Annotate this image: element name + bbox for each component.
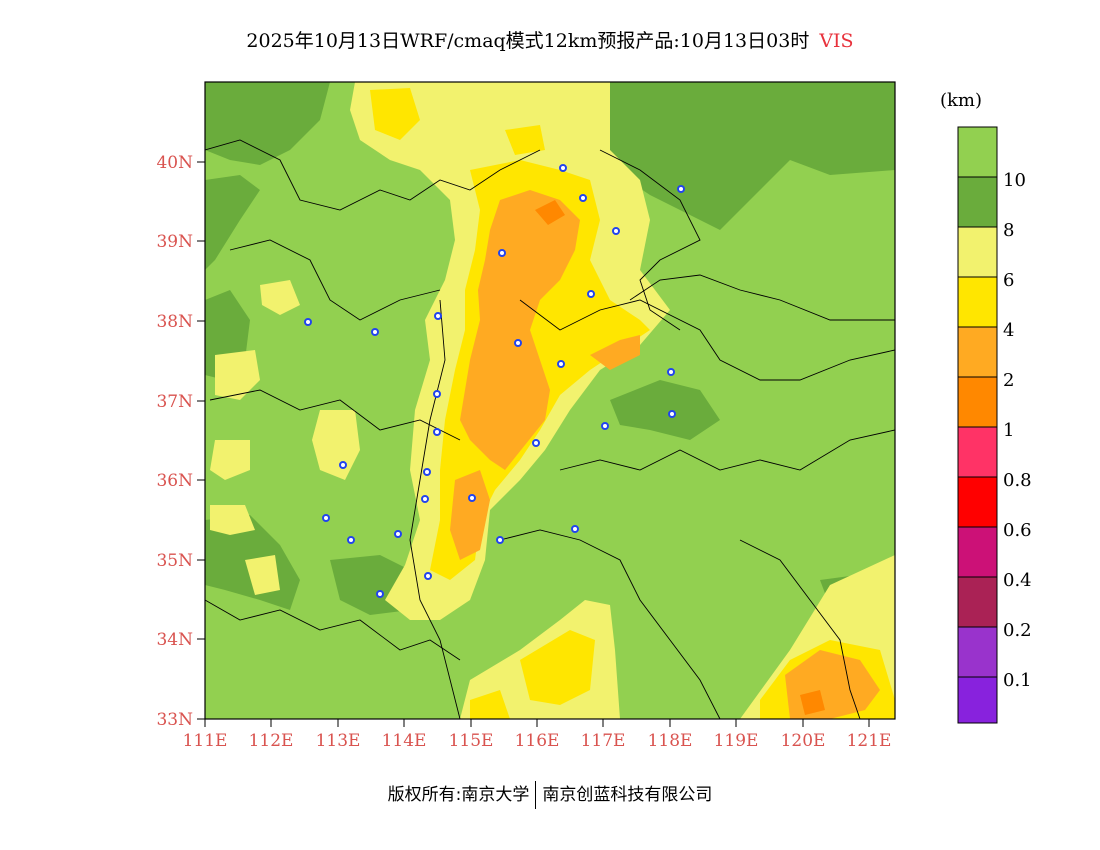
lon-label: 118E <box>648 731 693 751</box>
lon-label: 111E <box>183 731 228 751</box>
colorbar-swatch <box>957 326 998 378</box>
lon-label: 113E <box>316 731 361 751</box>
lat-label: 39N <box>156 232 193 252</box>
lon-label: 114E <box>382 731 427 751</box>
colorbar-swatch <box>957 626 998 678</box>
city-markers <box>304 164 685 598</box>
lon-label: 119E <box>714 731 759 751</box>
lon-label: 120E <box>781 731 826 751</box>
lat-label: 33N <box>156 710 193 730</box>
colorbar-swatch <box>957 426 998 478</box>
lat-label: 38N <box>156 312 193 332</box>
map-field <box>205 82 895 719</box>
colorbar-label: 0.4 <box>1003 570 1032 591</box>
lon-label: 117E <box>581 731 626 751</box>
boundaries <box>205 139 895 719</box>
colorbar-swatch <box>957 126 998 178</box>
colorbar-label: 6 <box>1003 270 1014 291</box>
title-text: 2025年10月13日WRF/cmaq模式12km预报产品:10月13日03时 <box>246 30 810 52</box>
colorbar-label: 0.2 <box>1003 620 1032 641</box>
colorbar-label: 0.1 <box>1003 670 1032 691</box>
colorbar-swatch <box>957 376 998 428</box>
colorbar-swatch <box>957 576 998 628</box>
colorbar-label: 0.6 <box>1003 520 1032 541</box>
colorbar-swatch <box>957 276 998 328</box>
colorbar-label: 4 <box>1003 320 1014 341</box>
longitude-labels: 111E 112E 113E 114E 115E 116E 117E 118E … <box>183 731 892 751</box>
colorbar-label: 8 <box>1003 220 1014 241</box>
axis-ticks <box>197 161 870 727</box>
copyright-owner: 版权所有:南京大学 <box>387 785 530 805</box>
lon-label: 115E <box>449 731 494 751</box>
latitude-labels: 40N 39N 38N 37N 36N 35N 34N 33N <box>156 153 193 730</box>
lon-label: 116E <box>515 731 560 751</box>
lon-label: 121E <box>847 731 892 751</box>
colorbar-swatch <box>957 176 998 228</box>
lat-label: 40N <box>156 153 193 173</box>
colorbar-swatch <box>957 476 998 528</box>
lat-label: 36N <box>156 471 193 491</box>
colorbar-label: 1 <box>1003 420 1014 441</box>
footer-separator <box>535 781 537 809</box>
lat-label: 35N <box>156 551 193 571</box>
copyright-footer: 版权所有:南京大学 南京创蓝科技有限公司 <box>0 780 1100 809</box>
colorbar-unit: (km) <box>940 90 983 111</box>
colorbar-label: 10 <box>1003 170 1026 191</box>
map-title: 2025年10月13日WRF/cmaq模式12km预报产品:10月13日03时 V… <box>0 26 1100 53</box>
lat-label: 34N <box>156 630 193 650</box>
lon-label: 112E <box>249 731 294 751</box>
copyright-company: 南京创蓝科技有限公司 <box>542 785 713 805</box>
colorbar-label: 0.8 <box>1003 470 1032 491</box>
colorbar: 10 8 6 4 2 1 0.8 0.6 0.4 0.2 0.1 <box>957 126 1032 724</box>
colorbar-swatch <box>957 226 998 278</box>
variable-label: VIS <box>819 30 854 52</box>
colorbar-label: 2 <box>1003 370 1014 391</box>
field-1-2 <box>535 200 825 715</box>
colorbar-swatch <box>957 526 998 578</box>
lat-label: 37N <box>156 392 193 412</box>
colorbar-swatch <box>957 676 998 724</box>
